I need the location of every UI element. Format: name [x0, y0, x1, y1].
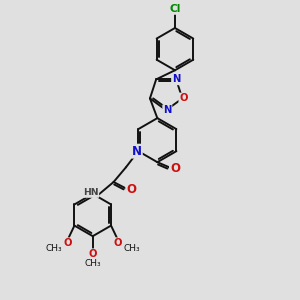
- Text: O: O: [179, 93, 188, 103]
- Text: CH₃: CH₃: [123, 244, 140, 253]
- Text: O: O: [88, 249, 97, 260]
- Text: N: N: [132, 145, 142, 158]
- Text: O: O: [126, 182, 136, 196]
- Text: CH₃: CH₃: [84, 259, 101, 268]
- Text: O: O: [170, 161, 180, 175]
- Text: Cl: Cl: [169, 4, 181, 14]
- Text: N: N: [163, 105, 172, 115]
- Text: O: O: [64, 238, 72, 248]
- Text: O: O: [113, 238, 122, 248]
- Text: HN: HN: [83, 188, 98, 197]
- Text: N: N: [172, 74, 180, 84]
- Text: CH₃: CH₃: [46, 244, 62, 253]
